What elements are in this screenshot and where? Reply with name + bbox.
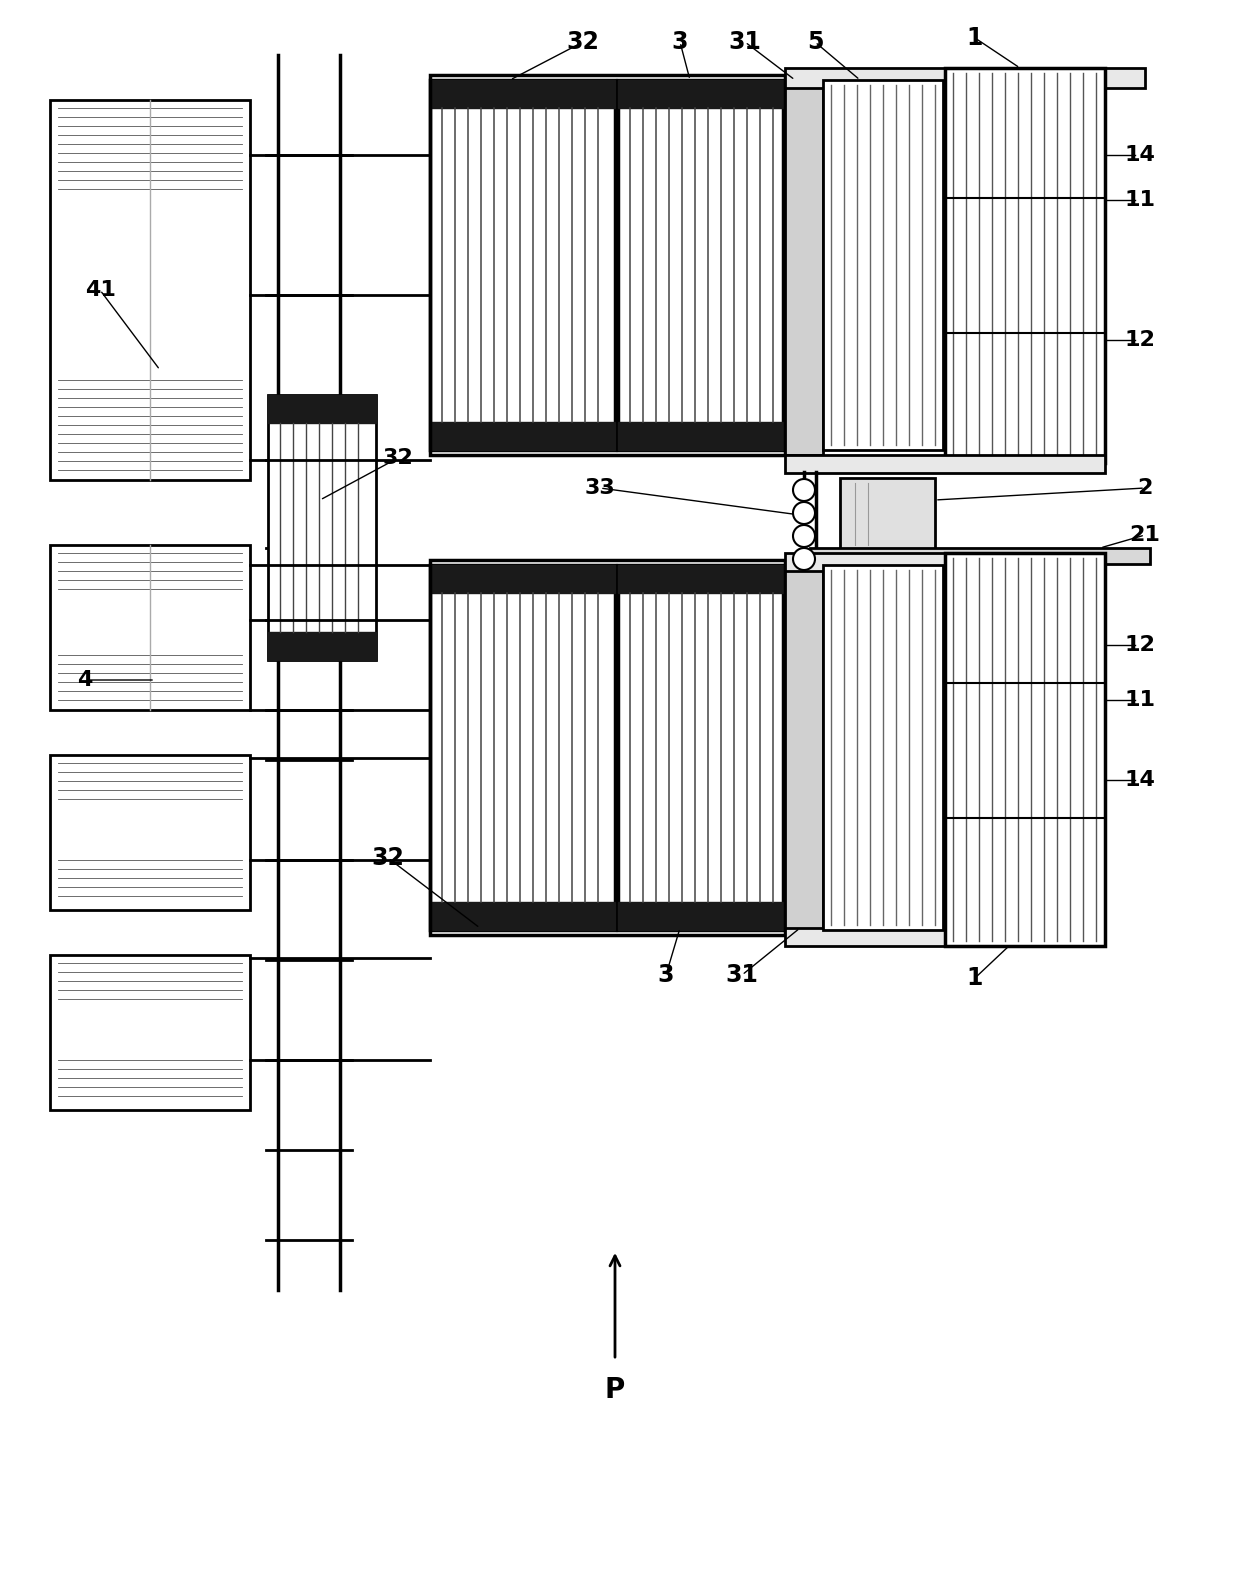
Text: 14: 14 (1125, 144, 1156, 165)
Bar (839, 477, 935, 550)
Text: 5: 5 (807, 30, 823, 54)
Bar (268, 631, 376, 660)
Circle shape (794, 549, 815, 569)
Bar (785, 554, 1105, 571)
Text: 14: 14 (1125, 769, 1156, 790)
Bar (823, 565, 942, 929)
Bar (785, 68, 1145, 87)
Circle shape (794, 479, 815, 501)
Text: P: P (605, 1377, 625, 1404)
Text: 1: 1 (967, 966, 983, 990)
Bar (785, 928, 1105, 945)
Text: 21: 21 (1130, 525, 1161, 546)
Text: 41: 41 (84, 281, 115, 300)
Bar (823, 79, 942, 450)
Bar (430, 79, 615, 108)
Text: 33: 33 (584, 477, 615, 498)
Circle shape (794, 525, 815, 547)
Bar (810, 549, 1149, 565)
Text: 3: 3 (657, 963, 675, 986)
Bar (50, 546, 250, 711)
Text: 2: 2 (1137, 477, 1153, 498)
Circle shape (794, 503, 815, 523)
Bar (430, 560, 785, 936)
Text: 32: 32 (567, 30, 599, 54)
Text: 3: 3 (672, 30, 688, 54)
Bar (785, 75, 823, 455)
Bar (618, 565, 782, 929)
Bar (430, 902, 615, 929)
Text: 32: 32 (383, 447, 413, 468)
Bar (430, 565, 615, 929)
Bar (430, 75, 785, 455)
Bar (268, 395, 376, 423)
Bar (945, 68, 1105, 463)
Bar (618, 422, 782, 450)
Text: 31: 31 (729, 30, 761, 54)
Bar (430, 422, 615, 450)
Bar (50, 755, 250, 910)
Text: 32: 32 (372, 845, 404, 871)
Text: 12: 12 (1125, 330, 1156, 351)
Bar (945, 554, 1105, 945)
Text: 12: 12 (1125, 634, 1156, 655)
Bar (785, 455, 1105, 473)
Text: 1: 1 (967, 25, 983, 51)
Bar (268, 395, 376, 660)
Bar (618, 79, 782, 108)
Bar (618, 565, 782, 593)
Bar (430, 565, 615, 593)
Bar (618, 79, 782, 450)
Bar (430, 79, 615, 450)
Text: 4: 4 (77, 669, 93, 690)
Text: 11: 11 (1125, 190, 1156, 209)
Bar (785, 560, 823, 936)
Bar (50, 100, 250, 481)
Text: 11: 11 (1125, 690, 1156, 711)
Text: 31: 31 (725, 963, 759, 986)
Bar (50, 955, 250, 1110)
Bar (618, 902, 782, 929)
